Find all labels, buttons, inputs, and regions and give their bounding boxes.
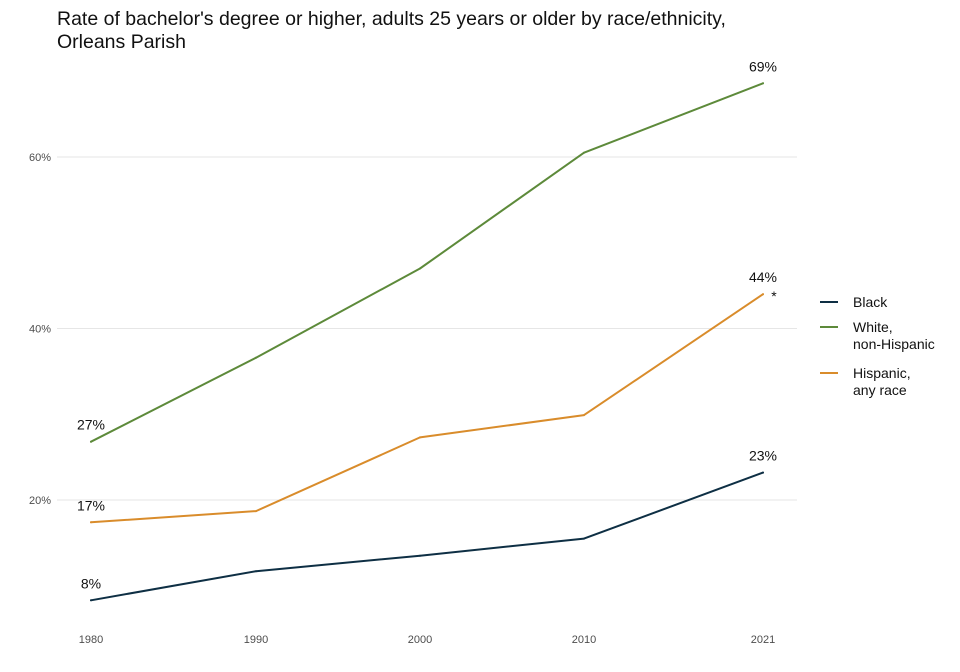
legend-label: White,	[853, 319, 893, 335]
legend-label: Black	[853, 294, 888, 310]
annotation-asterisk: *	[771, 288, 777, 304]
data-labels: 8% 23% 27% 69% 17% 44% *	[77, 58, 777, 591]
data-point	[762, 293, 764, 296]
data-label: 44%	[749, 269, 777, 285]
data-point	[255, 510, 257, 513]
data-point	[90, 599, 92, 602]
legend-label: non-Hispanic	[853, 336, 935, 352]
chart-title-line-2: Orleans Parish	[57, 31, 186, 53]
x-axis: 1980 1990 2000 2010 2021	[79, 634, 775, 646]
data-point	[255, 570, 257, 573]
series-line-1	[90, 82, 764, 443]
data-point	[419, 267, 421, 270]
data-label: 27%	[77, 417, 105, 433]
data-point	[419, 554, 421, 557]
chart-title: Rate of bachelor's degree or higher, adu…	[57, 8, 937, 54]
data-point	[419, 436, 421, 439]
gridlines	[57, 156, 797, 501]
data-point	[583, 151, 585, 154]
y-tick-label: 40%	[29, 324, 51, 336]
data-point	[90, 440, 92, 443]
legend-label: any race	[853, 382, 907, 398]
series-line-0	[90, 471, 764, 602]
x-tick-label: 2010	[572, 634, 596, 646]
x-tick-label: 1990	[244, 634, 268, 646]
x-tick-label: 2021	[751, 634, 775, 646]
data-point	[762, 82, 764, 85]
x-tick-label: 2000	[408, 634, 432, 646]
data-point	[762, 471, 764, 474]
x-tick-label: 1980	[79, 634, 103, 646]
data-label: 8%	[81, 575, 101, 591]
chart-title-line-1: Rate of bachelor's degree or higher, adu…	[57, 8, 726, 30]
data-label: 17%	[77, 497, 105, 513]
data-label: 23%	[749, 448, 777, 464]
y-tick-label: 60%	[29, 152, 51, 164]
legend: Black White,non-Hispanic Hispanic,any race	[820, 294, 935, 398]
data-point	[583, 537, 585, 540]
data-point	[90, 521, 92, 524]
y-axis: 20% 40% 60%	[29, 152, 51, 507]
data-label: 69%	[749, 58, 777, 74]
legend-label: Hispanic,	[853, 365, 911, 381]
data-point	[583, 414, 585, 417]
data-point	[255, 356, 257, 359]
series-lines	[90, 82, 764, 602]
y-tick-label: 20%	[29, 495, 51, 507]
